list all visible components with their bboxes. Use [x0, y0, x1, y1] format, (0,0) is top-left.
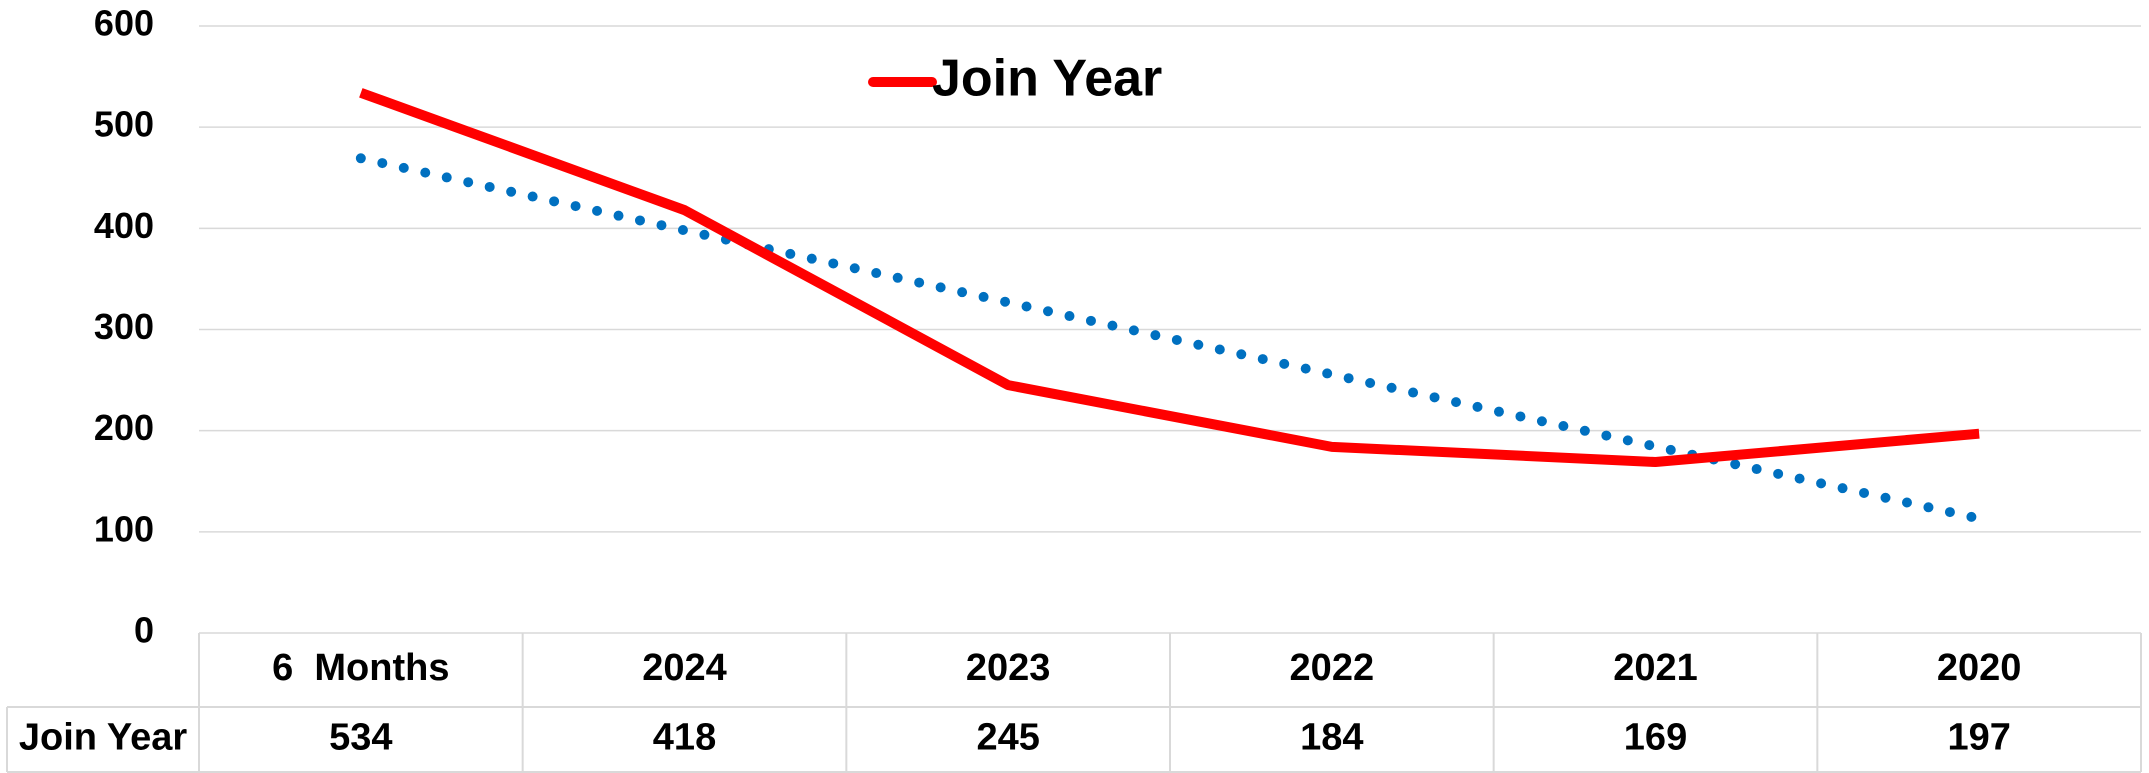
table-value: 197 [1947, 717, 2010, 759]
table-value: 245 [976, 717, 1039, 759]
legend-label: Join Year [932, 50, 1162, 108]
y-tick-label: 0 [134, 610, 154, 651]
table-value: 418 [653, 717, 716, 759]
y-tick-label: 300 [94, 306, 154, 347]
y-tick-label: 600 [94, 3, 154, 44]
x-tick-label: 2020 [1937, 647, 2022, 689]
x-tick-label: 2024 [642, 647, 727, 689]
table-value: 534 [329, 717, 392, 759]
table-value: 184 [1300, 717, 1363, 759]
table-row-label: Join Year [19, 717, 188, 759]
y-tick-label: 100 [94, 508, 154, 549]
table-value: 169 [1624, 717, 1687, 759]
y-tick-label: 200 [94, 407, 154, 448]
x-tick-label: 2021 [1613, 647, 1698, 689]
x-tick-label: 6 Months [272, 647, 449, 689]
line-series [359, 88, 1980, 468]
y-tick-label: 400 [94, 205, 154, 246]
y-tick-label: 500 [94, 104, 154, 145]
x-tick-label: 2022 [1290, 647, 1375, 689]
trendline [355, 153, 1985, 524]
x-tick-label: 2023 [966, 647, 1051, 689]
